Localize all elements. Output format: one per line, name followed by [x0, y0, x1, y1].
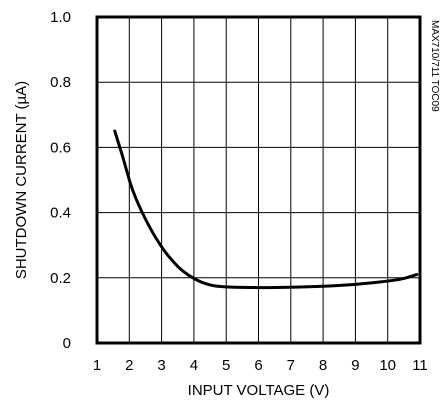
y-tick-label: 0.4	[50, 205, 71, 222]
figure-code: MAX710/711 TOC09	[429, 20, 440, 112]
y-tick-label: 0.2	[50, 270, 71, 287]
shutdown-current-curve	[113, 129, 419, 290]
x-tick-label: 6	[254, 357, 262, 374]
plot-frame	[95, 15, 422, 345]
x-axis-label: INPUT VOLTAGE (V)	[188, 382, 330, 399]
x-tick-label: 5	[222, 357, 230, 374]
y-tick-labels: 0 0.2 0.4 0.6 0.8 1.0	[50, 9, 71, 352]
y-tick-label: 1.0	[50, 9, 71, 26]
x-tick-label: 9	[351, 357, 359, 374]
x-tick-label: 7	[287, 357, 295, 374]
y-tick-label: 0.6	[50, 139, 71, 156]
x-tick-label: 2	[125, 357, 133, 374]
x-tick-label: 3	[157, 357, 165, 374]
x-tick-label: 10	[379, 357, 396, 374]
x-tick-label: 4	[190, 357, 198, 374]
grid-lines	[97, 17, 420, 343]
x-tick-labels: 1 2 3 4 5 6 7 8 9 10 11	[93, 357, 428, 374]
x-tick-label: 1	[93, 357, 101, 374]
y-axis-label: SHUTDOWN CURRENT (µA)	[13, 81, 30, 279]
x-tick-label: 8	[319, 357, 327, 374]
curve-layer	[113, 129, 419, 290]
y-tick-label: 0	[63, 335, 71, 352]
x-tick-label: 11	[412, 357, 428, 374]
y-tick-label: 0.8	[50, 74, 71, 91]
